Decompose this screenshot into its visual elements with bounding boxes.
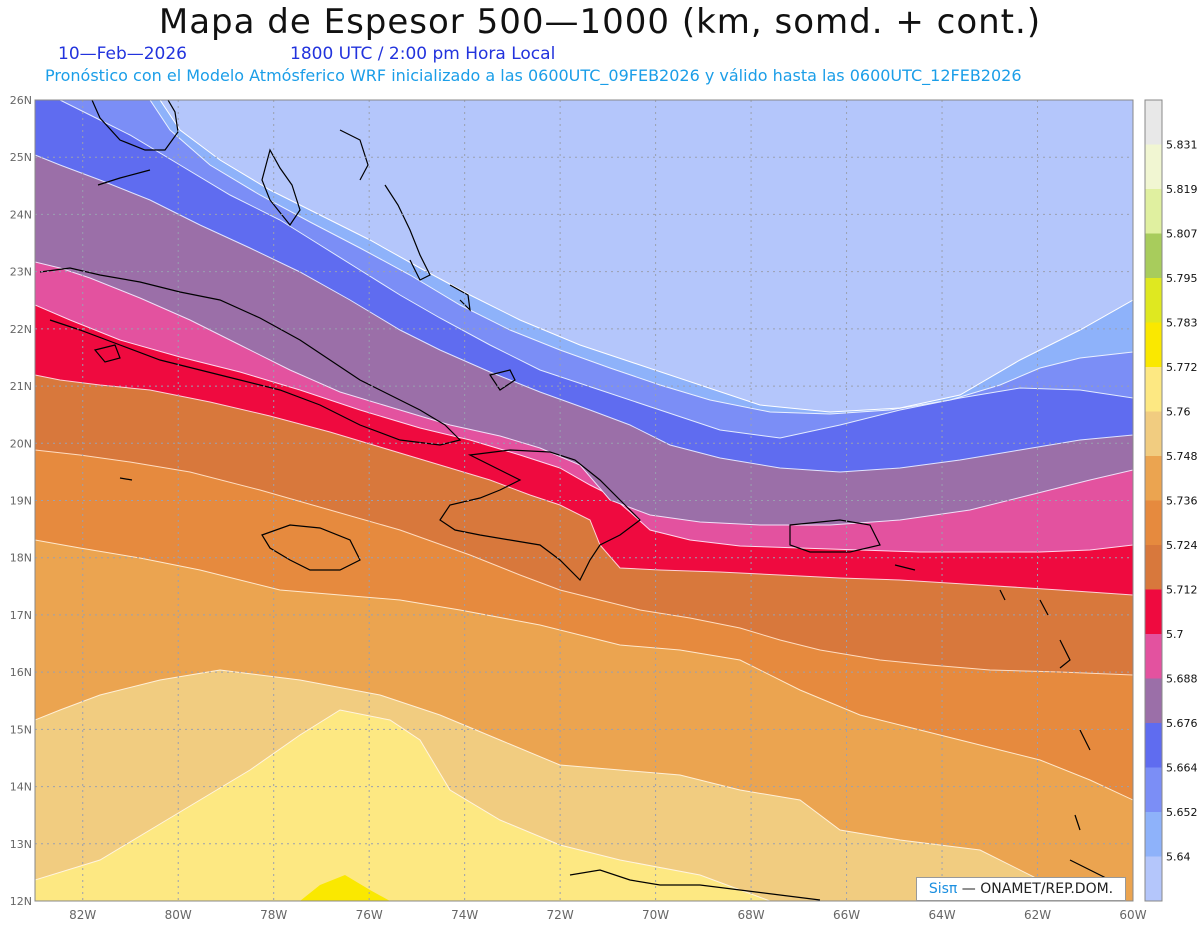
lat-tick-label: 22N: [10, 323, 32, 336]
colorbar-label: 5.664: [1166, 762, 1198, 775]
colorbar-swatch: [1145, 500, 1162, 545]
lon-tick-label: 76W: [356, 908, 383, 922]
lat-tick-label: 15N: [10, 723, 32, 736]
lon-tick-label: 68W: [738, 908, 765, 922]
lat-tick-label: 17N: [10, 609, 32, 622]
forecast-date: 10—Feb—2026: [58, 44, 187, 64]
map-title: Mapa de Espesor 500—1000 (km, somd. + co…: [158, 2, 1042, 42]
lon-tick-label: 74W: [451, 908, 478, 922]
thickness-bands: [35, 100, 1133, 901]
colorbar-label: 5.688: [1166, 673, 1198, 686]
colorbar-swatch: [1145, 545, 1162, 590]
lat-tick-label: 13N: [10, 838, 32, 851]
colorbar-label: 5.676: [1166, 717, 1198, 730]
colorbar-swatch: [1145, 278, 1162, 323]
lat-tick-label: 26N: [10, 94, 32, 107]
colorbar-swatch: [1145, 812, 1162, 857]
colorbar-frame: [1144, 99, 1163, 902]
credit-brand: Sisπ: [928, 881, 958, 897]
colorbar-swatch: [1145, 322, 1162, 367]
lat-tick-label: 18N: [10, 552, 32, 565]
colorbar-label: 5.807: [1166, 228, 1198, 241]
colorbar-label: 5.772: [1166, 361, 1198, 374]
lat-tick-label: 19N: [10, 495, 32, 508]
colorbar-label: 5.748: [1166, 450, 1198, 463]
lon-tick-label: 62W: [1024, 908, 1051, 922]
colorbar-label: 5.652: [1166, 806, 1198, 819]
credit-box: Sisπ — ONAMET/REP.DOM.: [916, 877, 1126, 901]
coastlines: [39, 100, 1111, 901]
colorbar-label: 5.7: [1166, 628, 1184, 641]
colorbar-label: 5.831: [1166, 139, 1198, 152]
band-5-783: [300, 875, 390, 901]
colorbar-label: 5.76: [1166, 406, 1191, 419]
colorbar-swatch: [1145, 856, 1162, 901]
band-lt-5-64: [150, 100, 1133, 413]
colorbar: 5.831 5.819 5.807 5.795 5.783 5.772 5.76 5.748 5…: [1144, 99, 1198, 902]
lat-tick-label: 25N: [10, 151, 32, 164]
colorbar-swatch: [1145, 678, 1162, 723]
colorbar-label: 5.736: [1166, 495, 1198, 508]
axis-labels: 82W 80W 78W 76W 74W 72W 70W 68W 66W 64W 62W 60W 12N 1…: [10, 94, 1147, 922]
colorbar-swatch: [1145, 233, 1162, 278]
grid-lines: [35, 100, 1133, 901]
colorbar-swatch: [1145, 723, 1162, 768]
colorbar-label: 5.783: [1166, 317, 1198, 330]
colorbar-swatch: [1145, 100, 1162, 145]
lon-tick-label: 70W: [642, 908, 669, 922]
colorbar-swatch: [1145, 589, 1162, 634]
lat-tick-label: 21N: [10, 380, 32, 393]
colorbar-label: 5.819: [1166, 183, 1198, 196]
lon-tick-label: 82W: [69, 908, 96, 922]
colorbar-swatch: [1145, 634, 1162, 679]
lat-tick-label: 20N: [10, 437, 32, 450]
colorbar-swatch: [1145, 367, 1162, 412]
colorbar-label: 5.724: [1166, 539, 1198, 552]
colorbar-swatch: [1145, 189, 1162, 234]
colorbar-label: 5.712: [1166, 584, 1198, 597]
map-frame: [34, 99, 1134, 902]
lon-tick-label: 60W: [1119, 908, 1146, 922]
lon-tick-label: 64W: [928, 908, 955, 922]
colorbar-swatch: [1145, 144, 1162, 189]
lat-tick-label: 16N: [10, 666, 32, 679]
lat-tick-label: 14N: [10, 781, 32, 794]
lat-tick-label: 24N: [10, 208, 32, 221]
colorbar-label: 5.795: [1166, 272, 1198, 285]
lon-tick-label: 80W: [165, 908, 192, 922]
forecast-time: 1800 UTC / 2:00 pm Hora Local: [290, 44, 556, 64]
lat-tick-label: 12N: [10, 895, 32, 908]
lon-tick-label: 66W: [833, 908, 860, 922]
colorbar-swatch: [1145, 456, 1162, 501]
credit-org: — ONAMET/REP.DOM.: [957, 881, 1114, 897]
colorbar-swatch: [1145, 767, 1162, 812]
colorbar-swatch: [1145, 411, 1162, 456]
colorbar-label: 5.64: [1166, 851, 1191, 864]
lon-tick-label: 72W: [547, 908, 574, 922]
lat-tick-label: 23N: [10, 266, 32, 279]
lon-tick-label: 78W: [260, 908, 287, 922]
forecast-subtitle: Pronóstico con el Modelo Atmósferico WRF…: [45, 66, 1022, 85]
